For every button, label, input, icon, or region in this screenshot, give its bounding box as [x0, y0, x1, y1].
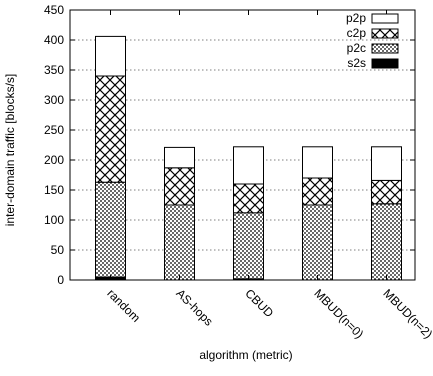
x-tick-label: MBUD(n=0) — [311, 286, 366, 341]
legend-swatch-s2s — [371, 58, 399, 69]
legend-swatch-p2c — [371, 43, 399, 54]
legend-label-c2p: c2p — [347, 26, 367, 40]
legend-swatch-c2p — [371, 28, 399, 39]
legend-label-s2s: s2s — [347, 56, 366, 70]
x-tick-labels: random AS-hops CBUD MBUD(n=0) MBUD(n=2) — [104, 286, 433, 341]
bar-segment-c2p — [95, 75, 126, 183]
bar-segment-c2p — [302, 177, 333, 206]
bar-segment-p2p — [164, 146, 195, 169]
axes-layer — [69, 9, 416, 281]
bar-segment-p2c — [95, 181, 126, 278]
y-axis-label: inter-domain traffic [blocks/s] — [3, 74, 17, 227]
x-tick-label: MBUD(n=2) — [380, 286, 433, 341]
bar-segment-c2p — [233, 183, 264, 214]
y-tick-label: 100 — [44, 213, 64, 227]
y-tick-label: 200 — [44, 153, 64, 167]
legend-swatch-p2p — [371, 13, 399, 24]
ticks-layer: 0 50 100 150 200 250 300 350 400 450 — [44, 3, 415, 287]
bar-segment-p2p — [95, 35, 126, 77]
x-tick-label: AS-hops — [173, 286, 215, 328]
x-tick-label: CBUD — [242, 286, 276, 320]
y-tick-label: 350 — [44, 63, 64, 77]
y-tick-label: 400 — [44, 33, 64, 47]
bars-layer — [95, 35, 402, 281]
bar-segment-c2p — [164, 167, 195, 206]
y-tick-label: 0 — [57, 273, 64, 287]
bar-segment-p2c — [233, 212, 264, 280]
bar-segment-p2p — [302, 146, 333, 179]
bar-segment-p2c — [302, 204, 333, 281]
y-tick-label: 250 — [44, 123, 64, 137]
bar-segment-p2c — [164, 204, 195, 281]
y-tick-label: 50 — [51, 243, 65, 257]
x-tick-label: random — [104, 286, 143, 325]
y-tick-label: 450 — [44, 3, 64, 17]
plot-frame — [69, 9, 416, 281]
legend-label-p2p: p2p — [346, 11, 366, 25]
bar-segment-p2c — [371, 203, 402, 281]
bar-segment-p2p — [233, 146, 264, 185]
legend-label-p2c: p2c — [347, 41, 366, 55]
bar-segment-p2p — [371, 146, 402, 181]
bar-segment-c2p — [371, 179, 402, 205]
y-tick-label: 300 — [44, 93, 64, 107]
x-axis-label: algorithm (metric) — [199, 348, 292, 362]
y-tick-label: 150 — [44, 183, 64, 197]
